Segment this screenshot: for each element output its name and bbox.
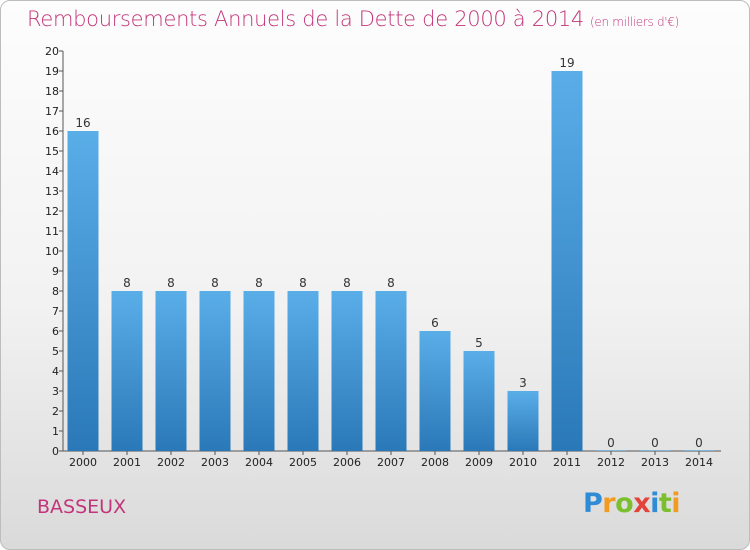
y-tick-label: 7 <box>52 305 59 318</box>
town-name: BASSEUX <box>37 496 127 518</box>
x-tick-label: 2003 <box>201 456 229 469</box>
x-tick-label: 2009 <box>465 456 493 469</box>
bar <box>331 291 363 451</box>
y-tick-label: 12 <box>45 205 59 218</box>
y-tick-label: 20 <box>45 45 59 58</box>
chart-bars <box>67 71 715 451</box>
y-tick-label: 16 <box>45 125 59 138</box>
chart-title: Remboursements Annuels de la Dette de 20… <box>27 7 679 31</box>
y-tick-label: 15 <box>45 145 59 158</box>
bar-value-label: 8 <box>343 276 351 290</box>
x-tick-label: 2002 <box>157 456 185 469</box>
bar-value-label: 0 <box>695 436 703 450</box>
y-tick-label: 19 <box>45 65 59 78</box>
x-tick-label: 2011 <box>553 456 581 469</box>
bar-value-label: 3 <box>519 376 527 390</box>
bar <box>551 71 583 451</box>
bar <box>375 291 407 451</box>
bar-value-label: 8 <box>167 276 175 290</box>
y-tick-label: 13 <box>45 185 59 198</box>
bar <box>243 291 275 451</box>
bar <box>507 391 539 451</box>
bar-value-label: 8 <box>387 276 395 290</box>
y-tick-label: 4 <box>52 365 59 378</box>
x-tick-label: 2014 <box>685 456 713 469</box>
bar <box>463 351 495 451</box>
y-tick-label: 18 <box>45 85 59 98</box>
bar <box>67 131 99 451</box>
y-tick-label: 10 <box>45 245 59 258</box>
y-tick-label: 9 <box>52 265 59 278</box>
chart-subtitle: (en milliers d'€) <box>590 15 680 29</box>
bar <box>199 291 231 451</box>
bar <box>111 291 143 451</box>
bar-value-label: 8 <box>255 276 263 290</box>
bar <box>155 291 187 451</box>
y-tick-label: 6 <box>52 325 59 338</box>
y-tick-label: 11 <box>45 225 59 238</box>
y-tick-label: 1 <box>52 425 59 438</box>
bar-value-label: 0 <box>607 436 615 450</box>
x-tick-label: 2004 <box>245 456 273 469</box>
x-tick-label: 2010 <box>509 456 537 469</box>
y-tick-label: 5 <box>52 345 59 358</box>
y-tick-label: 17 <box>45 105 59 118</box>
bar <box>639 450 671 451</box>
bar-value-label: 19 <box>559 56 574 70</box>
bar-value-label: 5 <box>475 336 483 350</box>
y-tick-label: 14 <box>45 165 59 178</box>
x-tick-label: 2000 <box>69 456 97 469</box>
chart-data-labels: 16 8 8 8 8 8 8 8 6 5 3 19 0 0 0 <box>75 56 702 450</box>
bar <box>595 450 627 451</box>
bar-value-label: 16 <box>75 116 90 130</box>
x-tick-label: 2001 <box>113 456 141 469</box>
x-tick-label: 2013 <box>641 456 669 469</box>
y-tick-label: 0 <box>52 445 59 458</box>
y-tick-label: 3 <box>52 385 59 398</box>
x-tick-label: 2007 <box>377 456 405 469</box>
bar-value-label: 0 <box>651 436 659 450</box>
bar <box>287 291 319 451</box>
x-tick-label: 2012 <box>597 456 625 469</box>
chart-title-text: Remboursements Annuels de la Dette de 20… <box>27 7 584 31</box>
x-tick-label: 2006 <box>333 456 361 469</box>
bar-value-label: 6 <box>431 316 439 330</box>
bar-value-label: 8 <box>211 276 219 290</box>
bar <box>419 331 451 451</box>
x-tick-label: 2005 <box>289 456 317 469</box>
proxiti-logo: Proxiti <box>583 488 681 519</box>
x-tick-label: 2008 <box>421 456 449 469</box>
bar <box>683 450 715 451</box>
bar-value-label: 8 <box>299 276 307 290</box>
y-tick-label: 8 <box>52 285 59 298</box>
y-tick-label: 2 <box>52 405 59 418</box>
bar-value-label: 8 <box>123 276 131 290</box>
